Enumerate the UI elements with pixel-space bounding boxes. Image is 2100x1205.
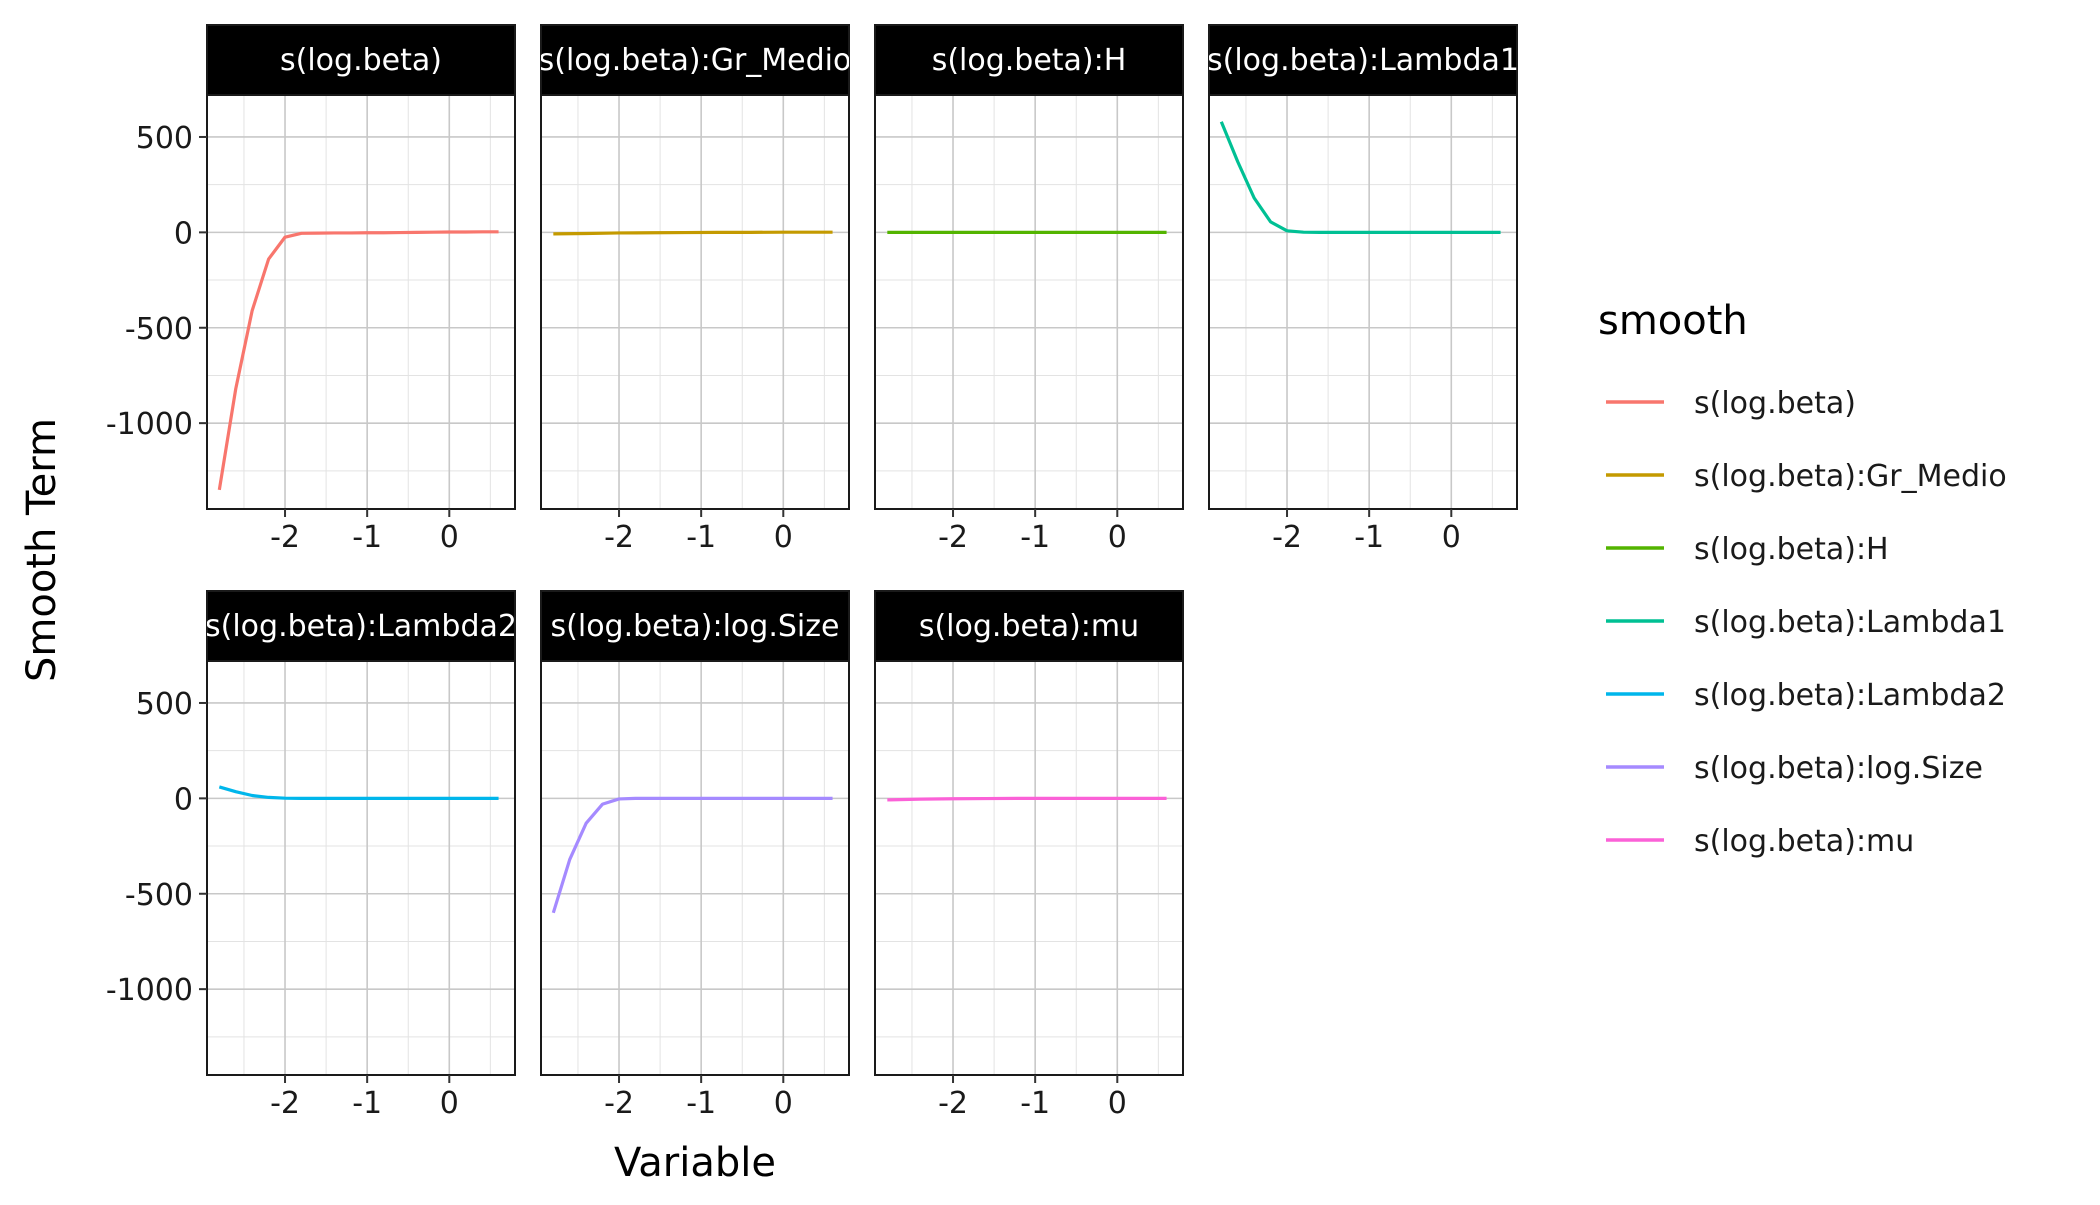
x-tick-label: 0 — [774, 1086, 793, 1121]
facet-strip — [874, 590, 1184, 662]
x-tick-label: -2 — [604, 1086, 634, 1121]
x-tick-label: -1 — [352, 1086, 382, 1121]
x-tick-label: -2 — [270, 1086, 300, 1121]
y-tick-label: 0 — [174, 216, 193, 251]
legend-label: s(log.beta):mu — [1694, 824, 1914, 859]
legend-title: smooth — [1598, 298, 1748, 344]
facet-panel: s(log.beta):H -2 -1 0 — [874, 24, 1184, 555]
facet-strip — [1208, 24, 1518, 96]
panel-background — [875, 661, 1183, 1075]
x-tick-label: -2 — [938, 520, 968, 555]
facet-panel: s(log.beta):Lambda1 -2 -1 0 — [1207, 24, 1519, 555]
x-tick-label: -1 — [1020, 520, 1050, 555]
y-tick-label: -500 — [125, 878, 193, 913]
facet-strip — [874, 24, 1184, 96]
strip-label: s(log.beta):mu — [919, 609, 1139, 644]
x-tick-label: 0 — [440, 520, 459, 555]
panel-background — [1209, 95, 1517, 509]
strip-label: s(log.beta):Gr_Medio — [539, 43, 852, 78]
strip-label: s(log.beta):log.Size — [551, 609, 840, 644]
panel-background — [207, 661, 515, 1075]
series-line — [887, 796, 1167, 802]
facet-panel: s(log.beta):Lambda2 -2 -1 0 500 0 -500 -1000 — [106, 590, 517, 1121]
facet-panel: s(log.beta) -2 -1 0 500 0 -500 -1000 — [106, 24, 516, 555]
panel-background — [207, 95, 515, 509]
x-tick-label: 0 — [1108, 1086, 1127, 1121]
series-line — [1219, 121, 1501, 234]
series-line — [553, 230, 833, 236]
panel-background — [541, 95, 849, 509]
legend-label: s(log.beta):H — [1694, 532, 1889, 567]
y-tick-label: 0 — [174, 782, 193, 817]
legend-label: s(log.beta):Lambda2 — [1694, 678, 2006, 713]
series-line — [217, 230, 499, 491]
legend-label: s(log.beta):log.Size — [1694, 751, 1983, 786]
x-tick-label: -1 — [686, 520, 716, 555]
x-tick-label: 0 — [440, 1086, 459, 1121]
facet-strip — [206, 590, 516, 662]
y-tick-label: 500 — [136, 121, 193, 156]
legend: smooth s(log.beta) s(log.beta):Gr_Medio s(l… — [1598, 298, 2007, 859]
legend-label: s(log.beta) — [1694, 386, 1856, 421]
legend-item: s(log.beta):H — [1606, 532, 1889, 567]
strip-label: s(log.beta):H — [932, 43, 1127, 78]
strip-label: s(log.beta):Lambda1 — [1207, 43, 1519, 78]
legend-item: s(log.beta):mu — [1606, 824, 1914, 859]
x-tick-label: -2 — [1272, 520, 1302, 555]
strip-label: s(log.beta):Lambda2 — [205, 609, 517, 644]
x-tick-label: -1 — [352, 520, 382, 555]
x-tick-label: -1 — [1020, 1086, 1050, 1121]
legend-item: s(log.beta):Lambda2 — [1606, 678, 2006, 713]
facet-panel: s(log.beta):mu -2 -1 0 — [874, 590, 1184, 1121]
legend-item: s(log.beta):Lambda1 — [1606, 605, 2006, 640]
y-axis-title: Smooth Term — [19, 418, 65, 682]
panel-background — [541, 661, 849, 1075]
x-axis-title: Variable — [614, 1140, 776, 1186]
facet-strip — [206, 24, 516, 96]
facet-strip — [540, 590, 850, 662]
x-tick-label: 0 — [1442, 520, 1461, 555]
x-tick-label: -2 — [604, 520, 634, 555]
legend-item: s(log.beta):Gr_Medio — [1606, 459, 2007, 494]
facet-panel: s(log.beta):log.Size -2 -1 0 — [540, 590, 850, 1121]
legend-item: s(log.beta):log.Size — [1606, 751, 1983, 786]
legend-label: s(log.beta):Gr_Medio — [1694, 459, 2007, 494]
legend-item: s(log.beta) — [1606, 386, 1856, 421]
x-tick-label: -2 — [938, 1086, 968, 1121]
facet-strip — [540, 24, 850, 96]
x-tick-label: -1 — [1354, 520, 1384, 555]
legend-label: s(log.beta):Lambda1 — [1694, 605, 2006, 640]
y-tick-label: 500 — [136, 687, 193, 722]
series-line — [551, 796, 833, 914]
x-tick-label: 0 — [1108, 520, 1127, 555]
strip-label: s(log.beta) — [280, 43, 442, 78]
x-tick-label: -2 — [270, 520, 300, 555]
panel-background — [875, 95, 1183, 509]
facet-panel: s(log.beta):Gr_Medio -2 -1 0 — [539, 24, 852, 555]
y-tick-label: -1000 — [106, 973, 193, 1008]
y-tick-label: -1000 — [106, 407, 193, 442]
y-tick-label: -500 — [125, 312, 193, 347]
x-tick-label: -1 — [686, 1086, 716, 1121]
x-tick-label: 0 — [774, 520, 793, 555]
series-line — [218, 785, 499, 800]
